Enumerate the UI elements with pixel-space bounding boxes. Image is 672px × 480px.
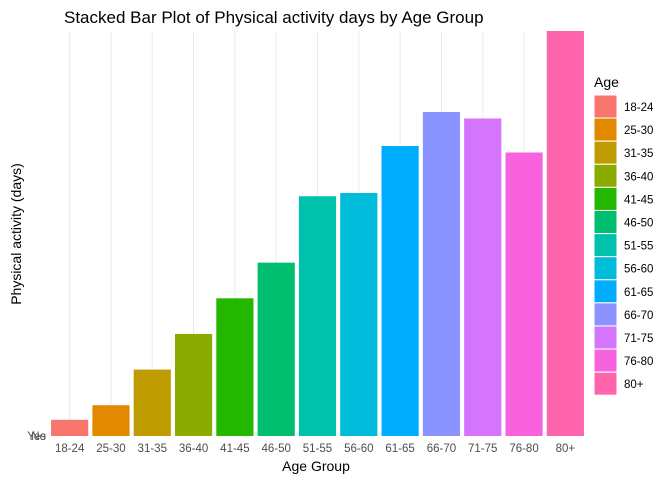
legend-label: 36-40 xyxy=(624,171,653,183)
legend-key xyxy=(593,279,618,304)
bar-46-50 xyxy=(257,262,295,436)
bars xyxy=(51,31,584,436)
legend-key xyxy=(593,94,618,119)
legend-key xyxy=(593,163,618,188)
legend-label: 80+ xyxy=(624,379,644,391)
legend-key xyxy=(593,325,618,350)
legend-label: 76-80 xyxy=(624,356,653,368)
legend-label: 41-45 xyxy=(624,194,653,206)
bar-71-75 xyxy=(464,118,502,436)
legend-key xyxy=(593,233,618,258)
x-tick-label: 66-70 xyxy=(427,443,456,455)
x-tick-label: 61-65 xyxy=(385,443,414,455)
x-tick-label: 46-50 xyxy=(261,443,290,455)
x-tick-label: 36-40 xyxy=(179,443,208,455)
legend-label: 56-60 xyxy=(624,264,653,276)
x-tick-label: 80+ xyxy=(556,443,576,455)
x-tick-label: 51-55 xyxy=(303,443,332,455)
x-tick-label: 25-30 xyxy=(96,443,125,455)
bar-56-60 xyxy=(340,193,378,436)
legend-label: 66-70 xyxy=(624,310,653,322)
bar-31-35 xyxy=(133,369,171,436)
legend-key xyxy=(593,117,618,142)
x-tick-label: 71-75 xyxy=(468,443,497,455)
x-axis-title: Age Group xyxy=(282,458,350,474)
bar-18-24 xyxy=(51,419,89,436)
bar-66-70 xyxy=(422,112,461,436)
bar-61-65 xyxy=(381,146,419,436)
legend-label: 51-55 xyxy=(624,241,653,253)
y-tick-label: Yes xyxy=(27,431,46,443)
legend-label: 46-50 xyxy=(624,218,653,230)
legend-label: 71-75 xyxy=(624,333,653,345)
legend-label: 25-30 xyxy=(624,125,653,137)
x-tick-label: 31-35 xyxy=(138,443,167,455)
bar-36-40 xyxy=(174,333,213,436)
x-tick-label: 76-80 xyxy=(509,443,538,455)
legend-key xyxy=(593,256,618,281)
bar-76-80 xyxy=(505,152,543,436)
legend-key xyxy=(593,210,618,234)
legend-key xyxy=(593,371,618,396)
legend-label: 61-65 xyxy=(624,287,653,299)
legend-key xyxy=(593,186,618,211)
y-axis-title: Physical activity (days) xyxy=(8,163,24,305)
y-tick-label: No xyxy=(31,431,46,443)
bar-51-55 xyxy=(298,196,337,436)
legend: Age 18-24 25-30 31-35 36-40 41-45 46-50 51-55 5… xyxy=(593,74,654,396)
legend-key xyxy=(593,140,618,165)
bar-41-45 xyxy=(216,298,254,436)
x-tick-label: 18-24 xyxy=(55,443,85,455)
bar-25-30 xyxy=(92,405,130,436)
chart-title: Stacked Bar Plot of Physical activity da… xyxy=(64,8,484,27)
x-tick-label: 41-45 xyxy=(220,443,249,455)
x-tick-labels: 18-24 25-30 31-35 36-40 41-45 46-50 51-55 56-60… xyxy=(55,443,575,455)
legend-title: Age xyxy=(594,74,619,90)
x-tick-label: 56-60 xyxy=(344,443,373,455)
bar-80+ xyxy=(546,31,584,436)
legend-label: 18-24 xyxy=(624,102,654,114)
legend-key xyxy=(593,348,618,373)
legend-label: 31-35 xyxy=(624,148,653,160)
legend-key xyxy=(593,302,618,327)
